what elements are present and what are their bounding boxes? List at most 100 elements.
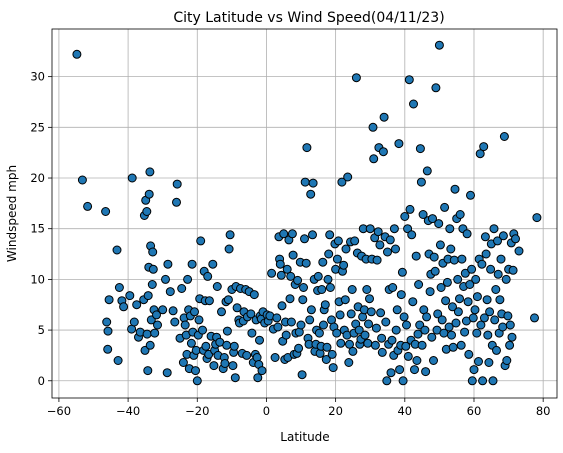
data-point — [129, 317, 139, 327]
data-point — [441, 296, 451, 306]
data-point — [191, 366, 200, 376]
data-point — [467, 264, 477, 274]
data-point — [505, 320, 515, 330]
data-point — [470, 305, 480, 315]
data-point — [125, 291, 135, 301]
data-point — [387, 335, 397, 345]
data-point — [402, 320, 411, 330]
data-point — [318, 257, 328, 267]
data-point — [450, 184, 460, 194]
data-point — [145, 167, 155, 177]
data-point — [445, 224, 455, 234]
data-point — [365, 224, 375, 234]
data-point — [212, 282, 222, 291]
data-point — [394, 139, 404, 149]
data-point — [194, 315, 204, 325]
data-point — [158, 305, 168, 315]
data-point — [165, 287, 175, 297]
data-point — [119, 302, 129, 312]
data-point — [382, 376, 392, 386]
data-point — [391, 244, 400, 254]
plot-frame — [51, 28, 558, 399]
data-point — [381, 317, 391, 327]
data-point — [502, 356, 512, 365]
data-point — [389, 224, 399, 234]
data-point — [427, 332, 437, 342]
data-point — [224, 244, 234, 254]
data-point — [257, 366, 267, 376]
data-point — [161, 274, 170, 284]
data-point — [288, 250, 298, 260]
data-point — [305, 315, 315, 325]
y-tick-label: 30 — [30, 70, 45, 84]
data-point — [103, 344, 113, 354]
data-point — [474, 357, 483, 366]
x-axis-label: Latitude — [280, 430, 329, 444]
data-point — [422, 166, 432, 176]
data-point — [285, 294, 295, 304]
data-point — [417, 340, 427, 350]
data-point — [203, 271, 213, 281]
data-point — [532, 213, 542, 223]
data-point — [336, 338, 346, 348]
data-point — [300, 234, 309, 244]
data-point — [401, 341, 411, 351]
data-point — [249, 290, 259, 300]
data-point — [493, 236, 502, 246]
data-point — [287, 229, 297, 239]
data-point — [410, 365, 419, 375]
data-point — [328, 363, 338, 373]
data-point — [366, 307, 376, 317]
data-point — [186, 338, 196, 348]
data-point — [313, 271, 323, 281]
data-point — [281, 330, 291, 340]
grid — [52, 29, 557, 398]
data-point — [463, 297, 473, 307]
data-point — [416, 177, 426, 187]
x-tick-label: 60 — [467, 404, 482, 418]
data-point — [496, 254, 506, 264]
y-tick-label: 0 — [38, 374, 45, 388]
data-point — [434, 40, 444, 50]
data-point — [409, 99, 418, 109]
data-point — [192, 376, 202, 386]
data-point — [455, 210, 465, 219]
data-point — [428, 214, 437, 224]
data-point — [276, 270, 286, 280]
data-point — [172, 197, 181, 207]
x-tick-label: 80 — [536, 404, 551, 418]
data-point — [447, 330, 456, 340]
data-point — [364, 319, 373, 329]
data-point — [379, 112, 389, 122]
data-point — [412, 356, 422, 365]
data-point — [143, 291, 153, 301]
data-point — [434, 219, 444, 229]
data-point — [468, 313, 478, 323]
data-point — [163, 259, 173, 269]
data-point — [142, 329, 152, 339]
data-point — [471, 274, 481, 284]
data-point — [442, 277, 452, 287]
data-point — [339, 260, 349, 270]
data-point — [255, 335, 264, 345]
data-point — [319, 320, 328, 330]
data-point — [446, 244, 456, 254]
chart-title: City Latitude vs Wind Speed(04/11/23) — [173, 10, 444, 26]
data-point — [286, 317, 296, 327]
data-point — [101, 207, 111, 216]
data-point — [142, 207, 152, 216]
data-point — [453, 274, 463, 284]
data-point — [360, 330, 370, 340]
data-point — [350, 236, 360, 246]
data-point — [354, 325, 364, 335]
data-point — [482, 295, 492, 305]
data-point — [460, 268, 470, 278]
data-point — [228, 361, 238, 371]
data-point — [436, 283, 446, 292]
data-point — [153, 320, 162, 330]
data-point — [431, 83, 441, 93]
data-point — [279, 229, 289, 239]
data-point — [201, 341, 211, 351]
data-point — [275, 259, 285, 269]
data-point — [168, 306, 178, 316]
